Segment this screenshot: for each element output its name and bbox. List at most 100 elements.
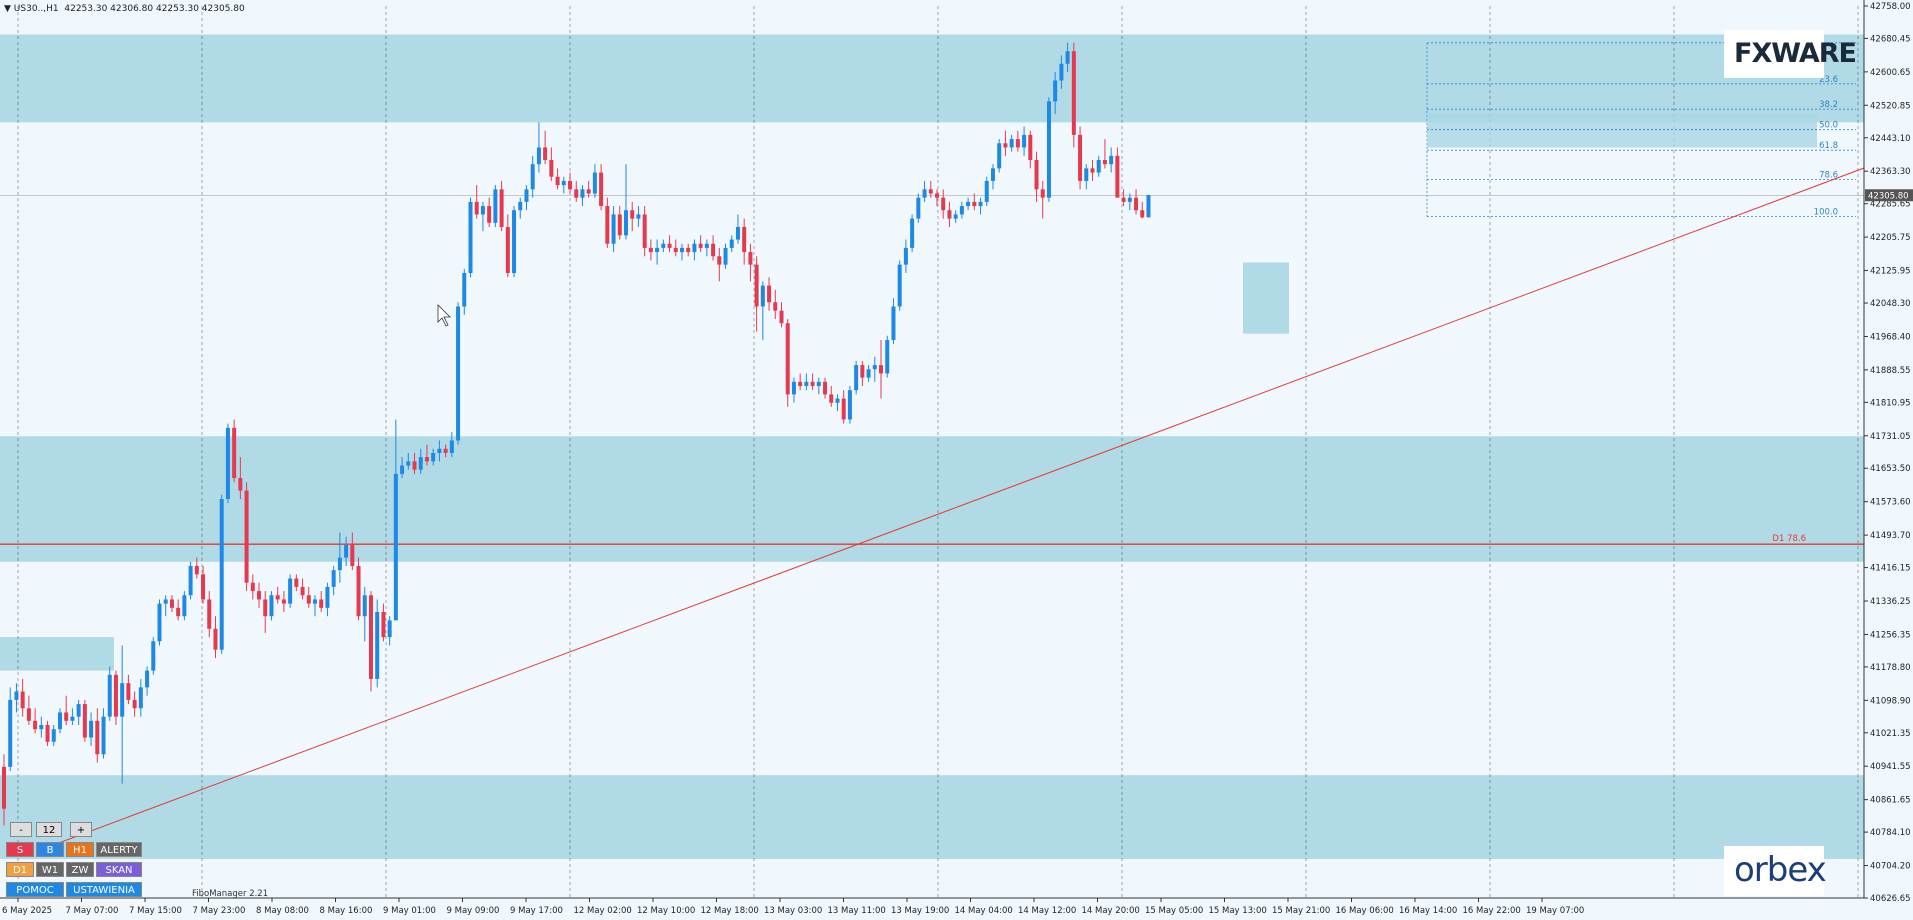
candle-body xyxy=(536,147,541,165)
settings-button[interactable]: USTAWIENIA xyxy=(66,882,142,897)
candle-body xyxy=(225,427,230,500)
price-tick-label: 42125.95 xyxy=(1870,267,1911,277)
candle-body xyxy=(82,704,87,738)
candle-body xyxy=(132,699,137,709)
time-tick-label: 8 May 16:00 xyxy=(320,906,373,916)
h1-button[interactable]: H1 xyxy=(66,842,94,857)
candle-body xyxy=(984,180,989,202)
candle-body xyxy=(661,243,666,248)
candle-body xyxy=(337,557,342,571)
candle-body xyxy=(773,302,778,311)
sell-button[interactable]: S xyxy=(6,842,34,857)
candle-body xyxy=(487,206,492,223)
candle-body xyxy=(263,599,268,617)
candle-body xyxy=(791,381,796,395)
decrease-button[interactable]: - xyxy=(10,822,32,837)
fib-level-label: 23.6 xyxy=(1819,75,1838,85)
candle-body xyxy=(493,189,498,223)
candle-body xyxy=(978,201,983,207)
candle-body xyxy=(45,725,50,742)
symbol-label: US30..,H1 xyxy=(13,4,59,14)
help-button[interactable]: POMOC xyxy=(6,882,64,897)
candle-body xyxy=(847,390,852,420)
candle-body xyxy=(530,164,535,190)
d1-button[interactable]: D1 xyxy=(6,862,34,877)
vertical-gridlines xyxy=(17,6,1859,898)
candle-body xyxy=(250,582,255,592)
price-tick-label: 42758.00 xyxy=(1870,2,1911,12)
candle-body xyxy=(8,699,13,767)
candle-body xyxy=(1146,195,1151,218)
candle-body xyxy=(1034,160,1039,190)
candle-body xyxy=(176,607,181,617)
time-tick-label: 13 May 19:00 xyxy=(891,906,949,916)
zone xyxy=(0,775,1864,859)
dropdown-triangle-icon[interactable]: ▼ xyxy=(4,4,11,14)
candle-body xyxy=(188,565,193,596)
candle-body xyxy=(959,206,964,215)
count-field[interactable]: 12 xyxy=(36,822,62,837)
candle-body xyxy=(437,448,442,453)
scan-button[interactable]: SKAN xyxy=(96,862,142,877)
candle-body xyxy=(356,565,361,617)
orbex-logo-text: orbex xyxy=(1734,850,1827,890)
w1-button[interactable]: W1 xyxy=(36,862,64,877)
candle-body xyxy=(711,243,716,257)
candle-body xyxy=(910,218,915,248)
candle-body xyxy=(854,365,859,391)
candle-body xyxy=(885,339,890,374)
fib-level-label: 100.0 xyxy=(1814,208,1838,218)
candle-body xyxy=(375,612,380,679)
candle-body xyxy=(897,264,902,307)
candle-body xyxy=(1102,160,1107,165)
candle-body xyxy=(2,766,6,809)
candle-body xyxy=(879,365,884,374)
time-tick-label: 14 May 04:00 xyxy=(955,906,1013,916)
price-tick-label: 41178.80 xyxy=(1870,663,1911,673)
candle-body xyxy=(424,457,429,462)
current-price-label: 42305.80 xyxy=(1868,191,1909,201)
time-tick-label: 15 May 05:00 xyxy=(1145,906,1203,916)
candle-body xyxy=(505,226,510,274)
candle-body xyxy=(244,490,249,583)
candle-body xyxy=(686,247,691,253)
time-tick-label: 16 May 14:00 xyxy=(1399,906,1457,916)
candle-body xyxy=(624,210,628,236)
candle-body xyxy=(294,578,299,587)
candle-body xyxy=(350,545,355,566)
candle-body xyxy=(617,214,622,236)
candle-body xyxy=(611,214,616,244)
time-tick-label: 14 May 20:00 xyxy=(1082,906,1140,916)
candle-body xyxy=(89,720,94,738)
candle-body xyxy=(207,599,212,629)
zone xyxy=(0,436,1864,562)
candle-body xyxy=(574,189,579,198)
candle-body xyxy=(1071,51,1076,135)
buy-button[interactable]: B xyxy=(36,842,64,857)
candle-body xyxy=(113,674,118,717)
candle-body xyxy=(512,210,517,274)
candle-body xyxy=(219,499,224,650)
candle-body xyxy=(20,691,25,709)
time-tick-label: 6 May 2025 xyxy=(2,906,52,916)
candle-body xyxy=(543,147,548,161)
candle-body xyxy=(257,591,262,600)
candle-body xyxy=(586,189,591,194)
candle-body xyxy=(767,285,772,303)
candle-body xyxy=(406,461,411,466)
candle-body xyxy=(966,201,971,207)
alerts-button[interactable]: ALERTY xyxy=(96,842,142,857)
price-tick-label: 40861.65 xyxy=(1870,796,1911,806)
candle-body xyxy=(331,570,336,587)
time-tick-label: 16 May 22:00 xyxy=(1463,906,1521,916)
time-tick-label: 7 May 07:00 xyxy=(66,906,119,916)
candle-body xyxy=(1003,143,1008,148)
d1-line-label: D1 78.6 xyxy=(1772,534,1806,544)
increase-button[interactable]: + xyxy=(70,822,92,837)
candle-body xyxy=(580,189,585,198)
candle-body xyxy=(866,369,871,378)
zw-button[interactable]: ZW xyxy=(66,862,94,877)
price-tick-label: 41573.60 xyxy=(1870,498,1911,508)
time-tick-label: 13 May 03:00 xyxy=(764,906,822,916)
